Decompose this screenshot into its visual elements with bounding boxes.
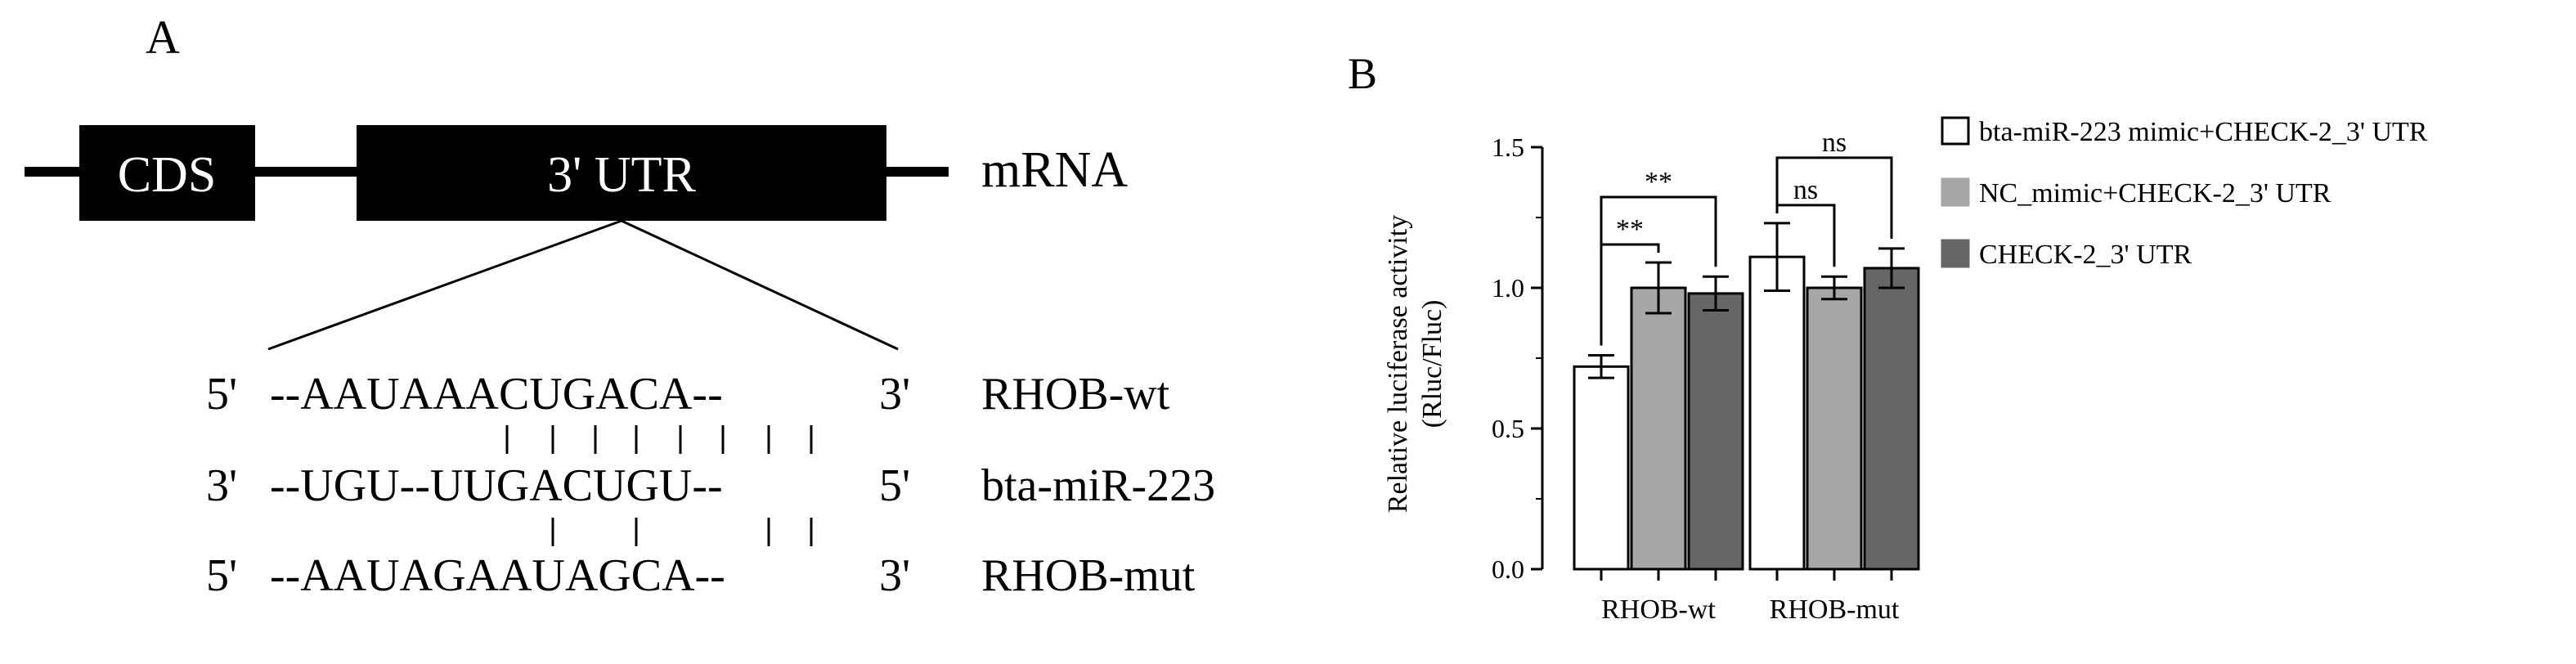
utr-box <box>357 125 886 221</box>
y-axis-label-line1: Relative luciferase activity <box>1383 215 1413 513</box>
y-tick-label: 1.0 <box>1492 273 1524 303</box>
panel-b-label: B <box>1348 49 1377 98</box>
zoom-line-right <box>621 219 899 351</box>
x-category-label: RHOB-mut <box>1770 594 1900 625</box>
cds-label: CDS <box>118 147 217 203</box>
bar-rhob-mut-s1 <box>1806 286 1863 571</box>
row-mir-3prime: 5' <box>879 460 910 511</box>
mrna-label: mRNA <box>981 142 1128 198</box>
y-tick-label: 0.5 <box>1492 414 1524 443</box>
row-wt-3prime: 3' <box>879 369 910 419</box>
y-axis-label-line2: (Rluc/Fluc) <box>1417 300 1447 428</box>
legend-entry: NC_mimic+CHECK-2_3' UTR <box>1979 178 2331 209</box>
row-mut-5prime: 5' <box>206 550 237 601</box>
row-mut-name: RHOB-mut <box>981 550 1196 601</box>
bar-rhob-mut-s2 <box>1863 267 1920 571</box>
legend: bta-miR-223 mimic+CHECK-2_3' UTR NC_mimic… <box>1941 116 2428 270</box>
legend-swatch <box>1941 177 1970 207</box>
significance-label: ** <box>1616 214 1644 245</box>
legend-entry: bta-miR-223 mimic+CHECK-2_3' UTR <box>1979 117 2428 147</box>
row-wt-5prime: 5' <box>206 369 237 419</box>
panel-a: A CDS 3' UTR mRNA 5' --AAUAAACUGACA-- 3'… <box>25 11 1215 601</box>
bars <box>1573 222 1920 571</box>
row-wt-name: RHOB-wt <box>981 369 1170 419</box>
y-tick-label: 0.0 <box>1492 554 1524 584</box>
luciferase-bar-chart: B Relative luciferase activity (Rluc/Flu… <box>1348 49 2428 625</box>
bar-rhob-wt-s0 <box>1573 365 1630 571</box>
row-mir-5prime: 3' <box>206 460 237 511</box>
bar-rhob-wt-s2 <box>1687 292 1744 571</box>
bar-rhob-mut-s0 <box>1748 255 1806 571</box>
significance-label: ns <box>1822 128 1847 158</box>
axes: 0.0 0.5 1.0 1.5 RHOB-wt RHOB-mut <box>1492 132 1900 625</box>
significance-label: ** <box>1645 167 1672 197</box>
pairing-ticks-top <box>505 425 813 454</box>
bar-rhob-wt-s1 <box>1630 286 1687 571</box>
y-tick-label: 1.5 <box>1492 132 1524 162</box>
row-mut-sequence: --AAUAGAAUAGCA-- <box>270 550 725 601</box>
row-mir-sequence: --UGU--UUGACUGU-- <box>270 460 723 511</box>
significance-bracket <box>1775 156 1893 239</box>
row-mut-3prime: 3' <box>879 550 910 601</box>
significance-label: ns <box>1793 175 1818 205</box>
utr-label: 3' UTR <box>547 147 696 203</box>
panel-a-label: A <box>146 11 180 64</box>
legend-swatch <box>1941 116 1970 146</box>
cds-box <box>79 125 255 221</box>
zoom-line-left <box>267 219 622 351</box>
significance-bracket <box>1600 195 1717 346</box>
panel-b: B Relative luciferase activity (Rluc/Flu… <box>1325 0 2576 660</box>
legend-swatch <box>1941 239 1970 268</box>
x-category-label: RHOB-wt <box>1601 594 1716 625</box>
legend-entry: CHECK-2_3' UTR <box>1979 240 2192 270</box>
row-wt-sequence: --AAUAAACUGACA-- <box>270 369 723 419</box>
panel-a-diagram: A CDS 3' UTR mRNA 5' --AAUAAACUGACA-- 3'… <box>25 11 1215 601</box>
pairing-ticks-bottom <box>551 518 813 546</box>
row-mir-name: bta-miR-223 <box>981 460 1215 511</box>
